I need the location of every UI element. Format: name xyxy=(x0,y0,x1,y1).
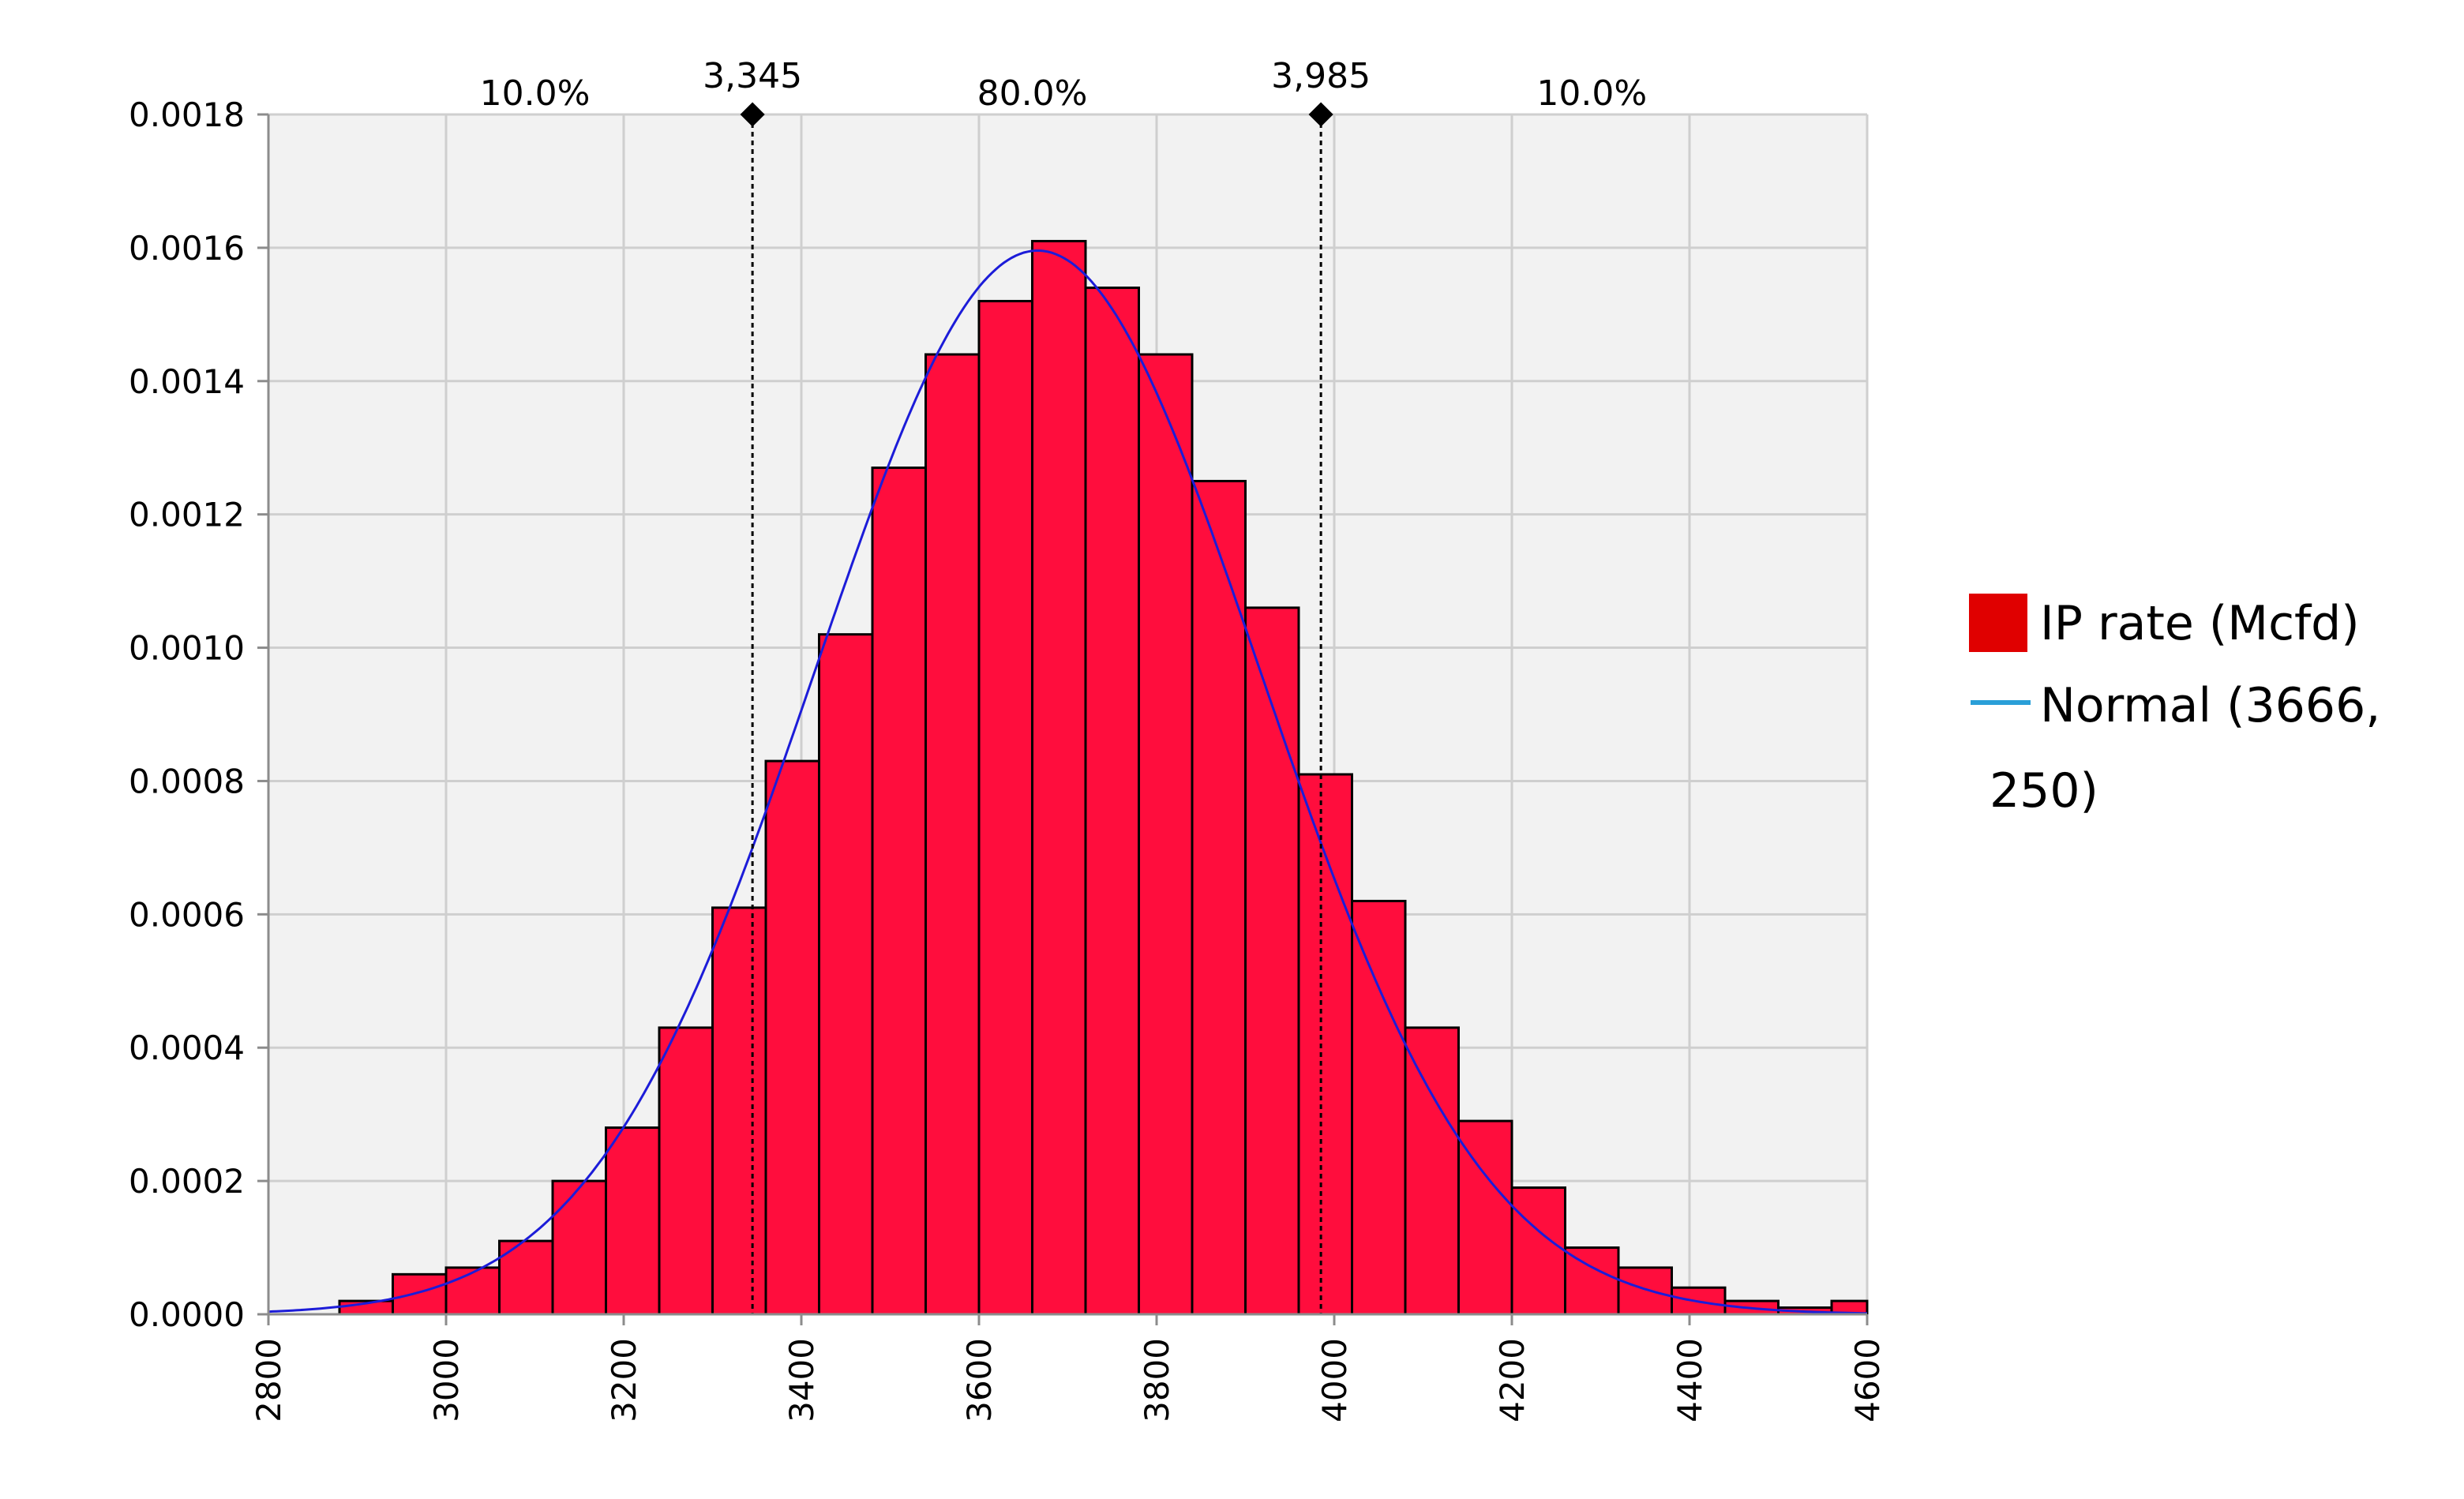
histogram-bar xyxy=(444,1266,501,1316)
histogram-bar xyxy=(871,467,927,1316)
histogram-bar xyxy=(924,353,981,1316)
histogram-bar xyxy=(1191,479,1247,1316)
histogram-bar xyxy=(1457,1119,1513,1316)
region-label: 10.0% xyxy=(1536,73,1647,114)
x-tick-label: 3200 xyxy=(605,1338,643,1422)
histogram-bar xyxy=(1564,1246,1620,1316)
legend-label-normal-cont: 250) xyxy=(1990,763,2098,819)
x-tick-label: 2800 xyxy=(249,1338,288,1422)
y-tick-label: 0.0002 xyxy=(129,1162,245,1201)
percentile-markers: 3,345 3,985 xyxy=(703,56,1371,1314)
y-tick-label: 0.0010 xyxy=(129,629,245,668)
x-tick-label: 3000 xyxy=(427,1338,466,1422)
axes xyxy=(267,114,1867,1316)
y-tick-label: 0.0006 xyxy=(129,895,245,934)
y-tick-label: 0.0016 xyxy=(129,229,245,268)
x-tick-label: 4400 xyxy=(1671,1338,1709,1422)
legend-label-normal: Normal (3666, xyxy=(2040,678,2380,733)
histogram-bar xyxy=(711,906,767,1316)
histogram-bar xyxy=(1244,606,1300,1316)
histogram-bar xyxy=(1404,1026,1460,1316)
normal-fit-curve xyxy=(268,249,1867,1315)
histogram-bar xyxy=(1031,239,1087,1316)
histogram-bar xyxy=(818,633,874,1316)
marker-label: 3,345 xyxy=(703,56,802,96)
y-tick-label: 0.0012 xyxy=(129,496,245,534)
x-tick-label: 3600 xyxy=(960,1338,999,1422)
y-tick-label: 0.0018 xyxy=(129,96,245,134)
histogram-bar xyxy=(1084,287,1140,1316)
x-tick-label: 3800 xyxy=(1138,1338,1176,1422)
x-tick-label: 4200 xyxy=(1493,1338,1532,1422)
x-axis-ticks: 2800 3000 3200 3400 3600 3800 4000 4200 4400 4600 xyxy=(249,1314,1887,1422)
histogram-bar xyxy=(392,1272,448,1316)
histogram-bar xyxy=(1510,1186,1566,1316)
x-tick-label: 4600 xyxy=(1848,1338,1887,1422)
histogram-bar xyxy=(551,1179,607,1316)
histogram-bar xyxy=(1617,1266,1673,1316)
histogram-bar xyxy=(605,1126,661,1316)
y-tick-label: 0.0014 xyxy=(129,362,245,401)
x-tick-label: 4000 xyxy=(1315,1338,1354,1422)
region-label: 10.0% xyxy=(480,73,591,114)
legend-label-ip-rate: IP rate (Mcfd) xyxy=(2040,596,2360,651)
y-tick-label: 0.0004 xyxy=(129,1029,245,1067)
y-tick-label: 0.0008 xyxy=(129,762,245,800)
histogram-bar xyxy=(658,1026,714,1316)
legend: IP rate (Mcfd) Normal (3666, 250) xyxy=(1969,594,2380,819)
region-label: 80.0% xyxy=(977,73,1088,114)
legend-swatch-ip-rate xyxy=(1969,594,2027,652)
histogram-bar xyxy=(764,759,820,1316)
y-axis-ticks: 0.0000 0.0002 0.0004 0.0006 0.0008 0.0010 0.00… xyxy=(129,96,268,1334)
histogram-bar xyxy=(977,299,1033,1316)
histogram-bar xyxy=(1138,353,1194,1316)
histogram-bar xyxy=(1351,899,1407,1316)
y-tick-label: 0.0000 xyxy=(129,1295,245,1334)
marker-label: 3,985 xyxy=(1271,56,1371,96)
x-tick-label: 3400 xyxy=(782,1338,821,1422)
region-percent-labels: 10.0% 80.0% 10.0% xyxy=(480,73,1648,114)
